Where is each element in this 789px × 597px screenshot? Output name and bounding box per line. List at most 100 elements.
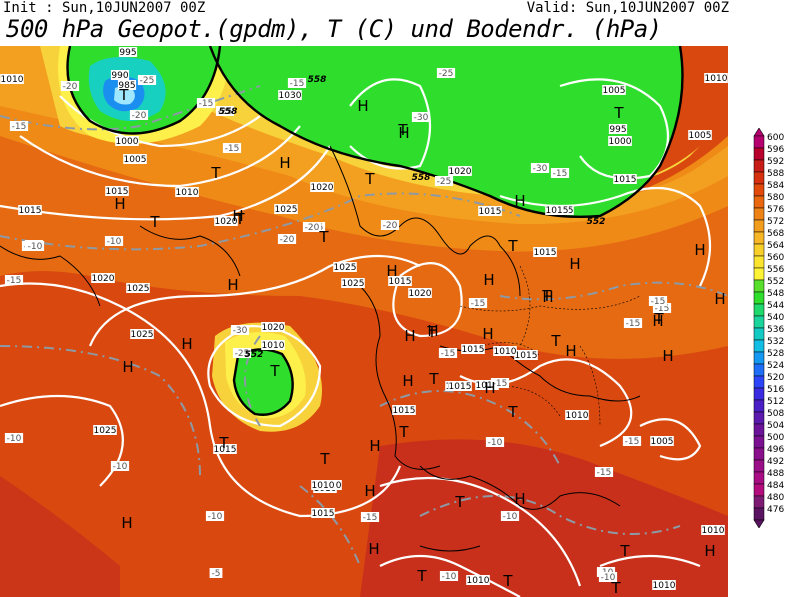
isotherm-label: -15: [553, 169, 568, 179]
low-pressure-marker: T: [397, 121, 408, 139]
low-pressure-marker: T: [541, 287, 552, 305]
isotherm-label: -15: [493, 379, 508, 389]
isobar-label: 1015: [19, 206, 42, 216]
legend-level-label: 520: [767, 373, 784, 383]
legend-level-label: 576: [767, 205, 784, 215]
isobar-label: 1015: [476, 381, 499, 391]
legend-level-label: 584: [767, 181, 784, 191]
legend-level-label: 512: [767, 397, 784, 407]
legend-swatch: [753, 147, 765, 161]
isobar-label: 1020: [449, 167, 472, 177]
isotherm-label: -10: [7, 434, 22, 444]
legend-swatch: [753, 303, 765, 317]
low-pressure-marker: T: [454, 493, 465, 511]
isobar-label: 1010: [705, 74, 728, 84]
isobar-label: 1015: [515, 351, 538, 361]
isotherm-label: -20: [132, 111, 147, 121]
legend-swatch: [753, 495, 765, 509]
isotherm-label: -15: [363, 513, 378, 523]
low-pressure-marker: T: [619, 542, 630, 560]
isotherm-label: -20: [280, 235, 295, 245]
legend-level-label: 488: [767, 469, 784, 479]
legend-swatch: [753, 159, 765, 173]
legend-swatch: [753, 255, 765, 269]
legend-level-label: 508: [767, 409, 784, 419]
high-pressure-marker: H: [484, 379, 495, 397]
legend-level-label: 588: [767, 169, 784, 179]
low-pressure-marker: T: [218, 434, 229, 452]
isotherm-label: -15: [597, 468, 612, 478]
isobar-label: 1010: [653, 581, 676, 591]
high-pressure-marker: H: [694, 241, 705, 259]
low-pressure-marker: T: [428, 370, 439, 388]
low-pressure-marker: T: [416, 567, 427, 585]
high-pressure-marker: H: [542, 288, 553, 306]
isotherm-label: -15: [290, 79, 305, 89]
high-pressure-marker: H: [368, 540, 379, 558]
high-pressure-marker: H: [279, 154, 290, 172]
isotherm-label: -10: [113, 462, 128, 472]
high-pressure-marker: H: [181, 335, 192, 353]
isobar-label: 1010: [566, 411, 589, 421]
legend-level-label: 564: [767, 241, 784, 251]
isobar-label: 1030: [279, 91, 302, 101]
isobar-label: 1015: [393, 406, 416, 416]
isotherm-label: -15: [471, 299, 486, 309]
geopotential-label: 558: [412, 173, 431, 183]
legend-level-label: 540: [767, 313, 784, 323]
high-pressure-marker: H: [714, 290, 725, 308]
isotherm-label: -30: [533, 164, 548, 174]
high-pressure-marker: H: [404, 327, 415, 345]
legend-swatch: [753, 507, 765, 521]
isobar-label: 1015: [312, 509, 335, 519]
legend-level-label: 504: [767, 421, 784, 431]
weather-map: 9959909851000100510101015102010251030101…: [0, 46, 728, 597]
high-pressure-marker: H: [369, 437, 380, 455]
fill-lightblue-nw: [114, 86, 135, 105]
high-pressure-marker: H: [514, 490, 525, 508]
isotherm-label: -25: [218, 107, 233, 117]
low-pressure-marker: T: [550, 332, 561, 350]
isotherm-label: -10: [107, 237, 122, 247]
high-pressure-marker: H: [121, 514, 132, 532]
map-labels: 9959909851000100510101015102010251030101…: [0, 47, 728, 597]
high-pressure-marker: H: [565, 342, 576, 360]
isotherm-label: -15: [441, 349, 456, 359]
high-pressure-marker: H: [122, 358, 133, 376]
isobar-label: 1010: [1, 75, 24, 85]
legend-swatch: [753, 483, 765, 497]
isobar-label: 1005: [603, 86, 626, 96]
low-pressure-marker: T: [149, 213, 160, 231]
high-pressure-marker: H: [483, 271, 494, 289]
high-pressure-marker: H: [398, 124, 409, 142]
legend-level-label: 560: [767, 253, 784, 263]
isotherm-label: -15: [199, 99, 214, 109]
isotherm-label: -15: [225, 144, 240, 154]
high-pressure-marker: H: [114, 195, 125, 213]
isotherm-label: -20: [63, 82, 78, 92]
legend-swatch: [753, 327, 765, 341]
isobar-label: 1010: [262, 341, 285, 351]
isobar-label: 1025: [275, 205, 298, 215]
isobar-label: 1015: [479, 207, 502, 217]
isobar-label: 1020: [262, 323, 285, 333]
legend-swatch: [753, 183, 765, 197]
legend-swatch: [753, 207, 765, 221]
isobar-label: 1025: [94, 426, 117, 436]
legend-level-label: 580: [767, 193, 784, 203]
isotherm-label: -10: [442, 572, 457, 582]
high-pressure-marker: H: [386, 262, 397, 280]
geopotential-label: 552: [245, 350, 264, 360]
legend-swatch: [753, 351, 765, 365]
legend-swatch: [753, 387, 765, 401]
legend-swatch: [753, 267, 765, 281]
low-pressure-marker: T: [502, 572, 513, 590]
legend-swatch: [753, 435, 765, 449]
isobar-label: 1010: [312, 481, 335, 491]
isobar-label: 995: [609, 125, 626, 135]
legend-swatch: [753, 411, 765, 425]
isobar-label: 985: [118, 81, 135, 91]
legend-swatch: [753, 471, 765, 485]
isotherm-label: -30: [233, 326, 248, 336]
color-legend: 600 596 592 588 584 580 576 572 568 564 560 556 552 5…: [753, 128, 784, 528]
